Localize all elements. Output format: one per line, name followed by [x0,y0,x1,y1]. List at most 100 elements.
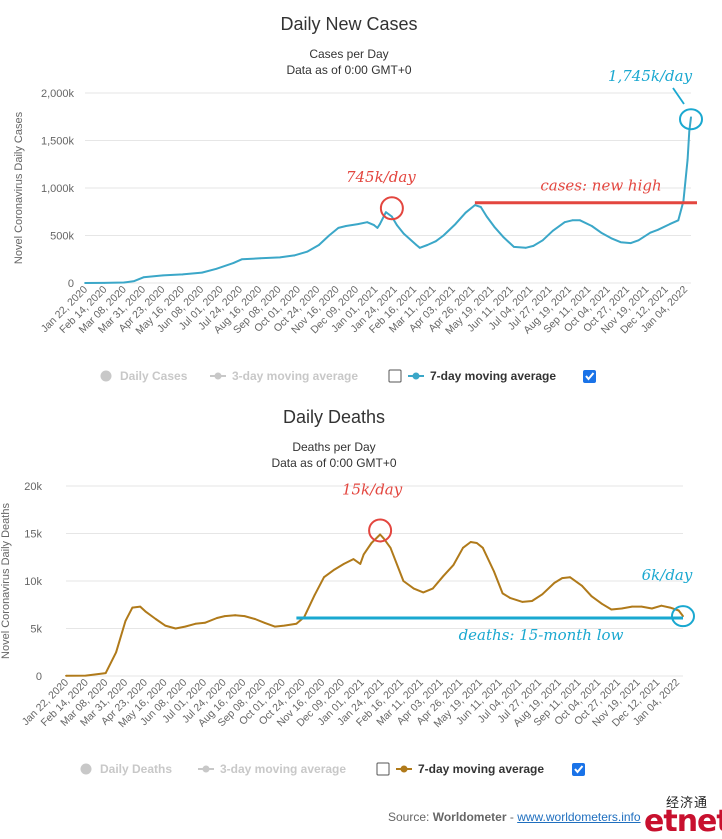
deaths-data-point [313,594,316,597]
deaths-legend-label[interactable]: 3-day moving average [220,762,346,776]
cases-data-point [442,234,445,237]
cases-data-point [328,234,330,237]
deaths-data-point [553,582,556,584]
cases-reference-annotation: cases: new high [540,177,661,195]
cases-data-point [493,226,496,228]
deaths-data-point [359,563,362,565]
source-label: Source: [388,810,430,824]
deaths-y-tick-label: 0 [36,671,42,683]
deaths-legend-label[interactable]: Daily Deaths [100,762,172,776]
cases-data-point [649,231,652,234]
cases-data-point [395,224,398,226]
deaths-data-point [352,558,355,561]
cases-data-point [590,225,593,227]
deaths-data-point [115,651,117,654]
deaths-latest-annotation: 6k/day [642,566,693,584]
cases-data-point [637,239,640,242]
deaths-legend-label[interactable]: 7-day moving average [418,762,544,776]
cases-data-point [337,227,340,229]
deaths-latest-circle [671,605,695,628]
cases-data-point [84,282,86,284]
cases-latest-circle [679,108,703,131]
deaths-data-point [600,602,603,605]
deaths-data-point [442,575,445,578]
cases-data-point [402,232,405,235]
cases-legend-label[interactable]: Daily Cases [120,369,188,383]
cases-data-point [600,231,603,234]
deaths-data-point [362,553,365,556]
deaths-data-point [521,601,524,603]
source-footer: Source: Worldometer - www.worldometers.i… [388,810,641,824]
deaths-data-point [342,563,345,565]
cases-data-point [390,215,393,218]
cases-data-point [415,244,418,246]
deaths-y-axis-label: Novel Coronavirus Daily Deaths [0,503,12,659]
cases-data-point [677,219,680,222]
deaths-data-point [174,627,177,630]
deaths-y-tick-label: 10k [24,576,42,588]
cases-data-point [434,240,437,243]
cases-data-point [142,276,145,279]
deaths-peak-annotation: 15k/day [342,480,403,498]
deaths-y-tick-label: 15k [24,529,42,541]
cases-data-point [345,225,347,227]
deaths-data-point [402,580,405,582]
cases-chart-subtitle-2: Data as of 0:00 GMT+0 [286,63,411,77]
deaths-data-point [501,592,504,595]
cases-data-point [524,246,527,249]
deaths-data-point [323,576,325,579]
deaths-data-point [139,605,142,608]
deaths-data-point [273,625,276,628]
deaths-data-point [452,563,455,566]
deaths-data-point [631,605,633,608]
cases-data-point [379,223,381,226]
cases-data-point [629,242,632,245]
cases-data-point [512,246,515,248]
cases-data-point [133,280,136,282]
deaths-data-point [382,537,385,540]
deaths-data-point [131,606,134,609]
cases-data-point [373,224,375,226]
cases-y-tick-label: 500k [50,231,74,243]
deaths-data-point [223,615,226,618]
deaths-data-point [144,610,147,613]
cases-data-point [479,206,482,208]
deaths-data-point [243,615,246,618]
deaths-checkbox-3day[interactable] [376,762,390,776]
deaths-data-point [216,617,218,619]
deaths-data-point [164,624,167,627]
cases-data-point [579,219,581,222]
cases-data-point [201,271,203,274]
deaths-data-point [295,622,298,625]
cases-data-point [306,250,308,253]
source-name: Worldometer [432,810,507,824]
cases-data-point [232,262,235,264]
source-link[interactable]: www.worldometers.info [517,810,641,824]
cases-checkbox-3day[interactable] [388,369,402,383]
deaths-data-point [422,591,425,594]
cases-data-point [541,239,544,242]
cases-legend-label[interactable]: 7-day moving average [430,369,556,383]
cases-peak-annotation: 745k/day [346,168,416,186]
deaths-data-point [412,587,415,590]
cases-data-point [485,215,488,218]
cases-data-point [686,158,689,161]
deaths-data-point [431,587,434,590]
deaths-series-line [65,533,684,677]
deaths-data-point [561,577,564,580]
deaths-legend-marker-dot [202,765,210,773]
deaths-data-point [569,576,571,579]
deaths-data-point [610,608,613,611]
cases-legend-label[interactable]: 3-day moving average [232,369,358,383]
deaths-data-point [481,546,484,549]
cases-y-tick-label: 1,000k [41,183,75,195]
cases-data-point [610,237,613,240]
cases-y-tick-label: 2,000k [41,88,75,100]
deaths-data-point [254,618,256,620]
cases-data-point [502,236,505,239]
deaths-data-point [84,674,87,677]
deaths-legend-marker [80,763,92,775]
cases-data-point [563,221,566,224]
deaths-data-point [581,584,583,587]
